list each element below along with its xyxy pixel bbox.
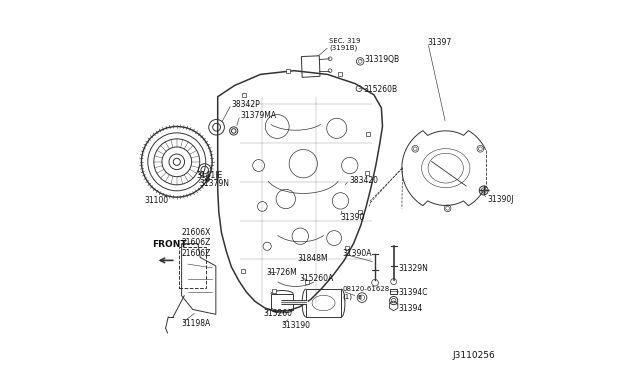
Text: J3110256: J3110256 [453,351,495,360]
Text: 31397: 31397 [428,38,452,47]
Text: FRONT: FRONT [152,240,187,249]
Text: B: B [358,295,362,300]
Text: 31394C: 31394C [399,288,428,296]
Text: 31100: 31100 [145,196,168,205]
Text: 315260: 315260 [264,309,292,318]
Text: 31319QB: 31319QB [365,55,400,64]
Text: 21606Z: 21606Z [181,238,211,247]
Text: SEC. 319
(3191B): SEC. 319 (3191B) [330,38,361,51]
Bar [306,289,341,317]
Text: 31390A: 31390A [342,249,372,258]
Text: 31394: 31394 [399,304,423,312]
Text: 31379MA: 31379MA [240,111,276,120]
Text: 38342P: 38342P [232,100,260,109]
Text: 315260B: 315260B [364,85,398,94]
Text: 315260A: 315260A [300,274,334,283]
Text: 31329N: 31329N [399,264,429,273]
Text: 31390: 31390 [340,213,365,222]
Bar [271,294,293,310]
Text: 31848M: 31848M [298,254,328,263]
Text: 31726M: 31726M [266,268,297,277]
Text: 08120-61628
(1): 08120-61628 (1) [342,286,390,299]
Text: 21606X: 21606X [181,228,211,237]
Text: 3141JE: 3141JE [196,171,223,180]
Text: 31379N: 31379N [199,179,229,188]
Bar [390,289,397,294]
Text: 313190: 313190 [281,321,310,330]
Text: 31198A: 31198A [181,319,211,328]
Bar [179,247,206,288]
Text: 31390J: 31390J [488,195,514,203]
Text: 383420: 383420 [349,176,378,185]
Text: 21606Z: 21606Z [181,249,211,258]
